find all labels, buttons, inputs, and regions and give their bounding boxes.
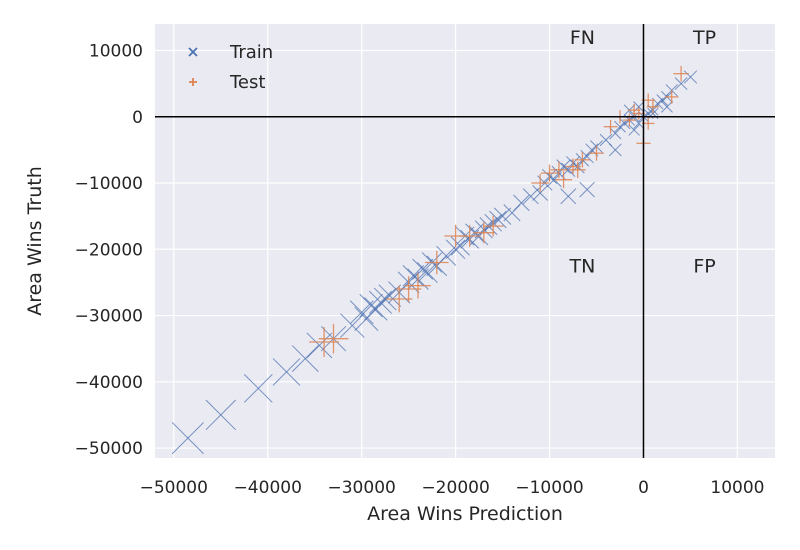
- train-point: [416, 261, 438, 284]
- train-point: [608, 143, 622, 157]
- train-point: [579, 181, 595, 198]
- train-point: [493, 207, 512, 225]
- legend-train-label: Train: [229, 42, 273, 63]
- test-point: [531, 174, 550, 192]
- reference-lines: [155, 24, 775, 458]
- train-point: [272, 358, 301, 386]
- train-point: [291, 345, 319, 372]
- quadrant-label-fn: FN: [570, 27, 595, 49]
- quadrant-labels: FN TP TN FP: [569, 27, 717, 278]
- quadrant-label-tn: TN: [569, 255, 596, 277]
- train-point: [243, 374, 273, 403]
- legend: Train Test: [188, 42, 273, 93]
- test-point: [623, 113, 636, 127]
- train-point: [306, 332, 333, 359]
- train-point: [373, 287, 397, 311]
- test-point: [664, 90, 679, 104]
- x-tick-labels: −50000 −40000 −30000 −20000 −10000 0 10000: [140, 478, 765, 498]
- train-point: [402, 265, 425, 287]
- legend-test-label: Test: [229, 72, 265, 93]
- y-tick-label: −10000: [75, 174, 143, 194]
- y-tick-label: 10000: [89, 42, 143, 62]
- test-point: [458, 225, 481, 247]
- test-point: [395, 276, 422, 302]
- train-point: [560, 188, 577, 205]
- train-point: [450, 236, 470, 256]
- train-point: [661, 100, 673, 113]
- x-axis-label: Area Wins Prediction: [367, 503, 563, 525]
- x-tick-label: −10000: [515, 478, 583, 498]
- quadrant-label-tp: TP: [692, 27, 716, 49]
- train-point: [171, 422, 204, 455]
- x-tick-label: −50000: [140, 478, 208, 498]
- train-point: [359, 293, 383, 318]
- x-tick-label: −40000: [234, 478, 302, 498]
- test-point: [574, 152, 591, 168]
- test-point: [540, 164, 559, 182]
- y-tick-label: −30000: [75, 307, 143, 327]
- y-tick-label: −50000: [75, 439, 143, 459]
- x-tick-label: −20000: [421, 478, 489, 498]
- y-tick-label: −40000: [75, 373, 143, 393]
- test-point: [482, 215, 504, 237]
- legend-test-marker: [189, 78, 197, 86]
- x-tick-label: 0: [638, 478, 649, 498]
- train-point: [522, 188, 539, 205]
- train-point: [628, 124, 640, 136]
- y-tick-label: −20000: [75, 240, 143, 260]
- train-point: [609, 127, 622, 140]
- train-point: [513, 194, 530, 212]
- train-point: [674, 77, 688, 91]
- test-points: [309, 65, 689, 357]
- test-point: [627, 103, 641, 117]
- y-tick-labels: 10000 0 −10000 −20000 −30000 −40000 −50000: [75, 42, 143, 460]
- x-tick-label: 10000: [710, 478, 764, 498]
- train-point: [340, 313, 365, 338]
- quadrant-label-fp: FP: [693, 255, 715, 277]
- test-point: [589, 145, 604, 161]
- train-point: [683, 70, 698, 84]
- test-point: [550, 161, 568, 179]
- train-point: [368, 290, 393, 314]
- y-tick-label: 0: [132, 108, 143, 128]
- test-point: [318, 323, 349, 354]
- test-point: [673, 65, 689, 82]
- train-point: [489, 210, 507, 229]
- test-point: [603, 119, 618, 134]
- x-tick-label: −30000: [328, 478, 396, 498]
- y-axis-label: Area Wins Truth: [24, 166, 46, 316]
- train-point: [532, 185, 549, 201]
- train-point: [205, 399, 237, 431]
- legend-train-marker: [188, 47, 198, 57]
- train-point: [445, 239, 466, 260]
- test-point: [555, 171, 573, 189]
- test-point: [569, 161, 586, 178]
- test-point: [424, 250, 449, 275]
- test-point: [405, 272, 431, 299]
